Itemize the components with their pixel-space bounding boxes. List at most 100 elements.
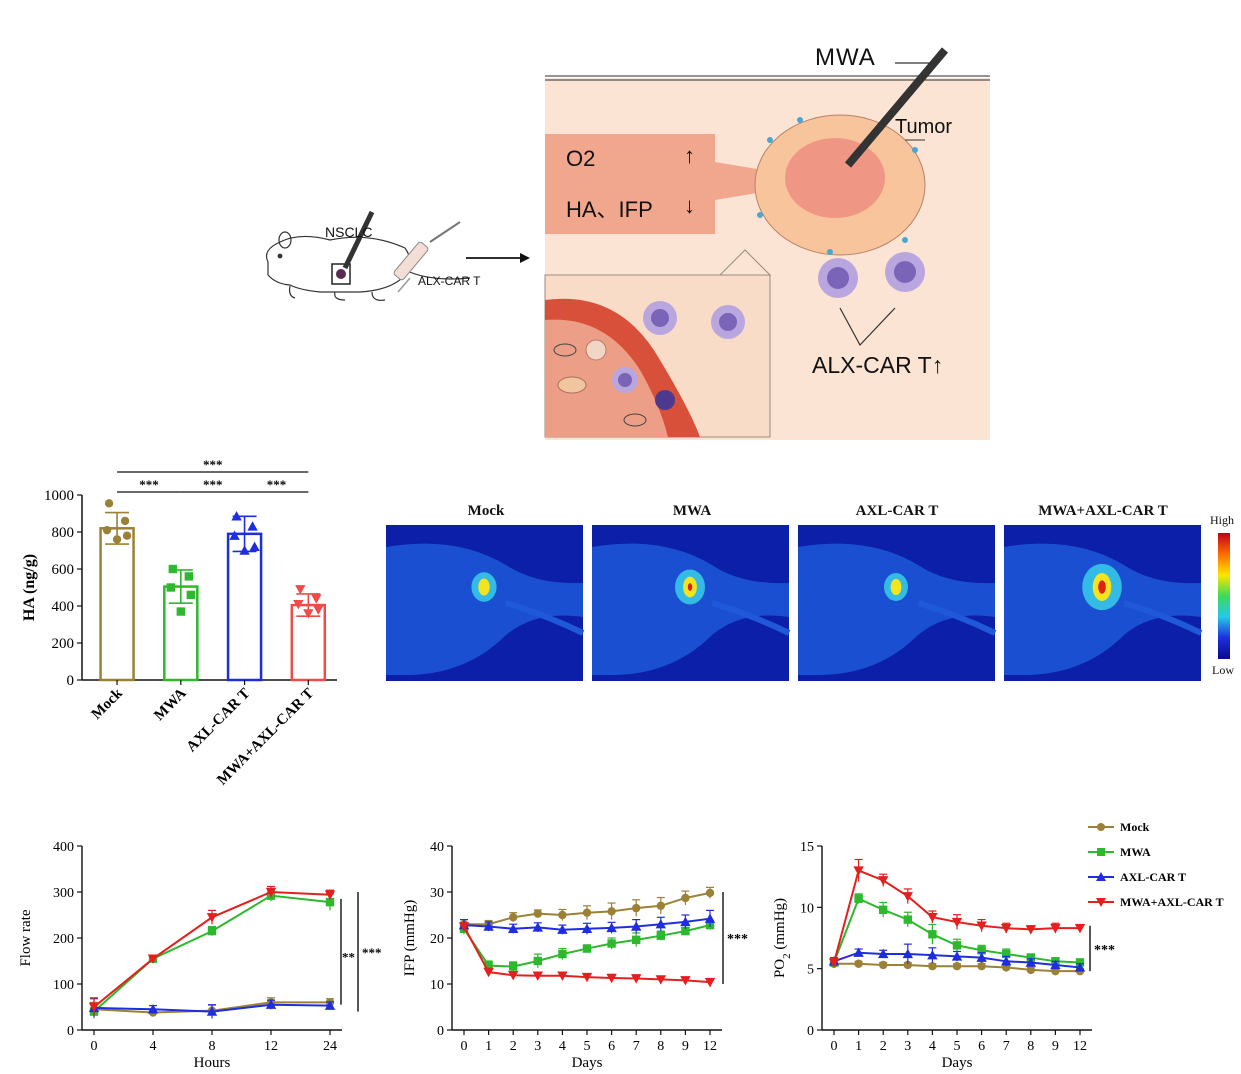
series-mwa-axl-car-t (88, 885, 336, 1017)
tumor-signal-mid (890, 578, 902, 596)
mouse-body-signal (386, 543, 583, 675)
data-point (704, 977, 716, 988)
data-point (508, 923, 519, 933)
x-tick-label: 6 (608, 1039, 615, 1054)
bar (226, 532, 263, 682)
data-point (483, 921, 494, 931)
series-axl-car-t (88, 998, 336, 1019)
data-point (112, 535, 122, 544)
x-tick-label: 8 (1027, 1039, 1034, 1054)
data-point (606, 973, 617, 984)
x-tick-label: 6 (978, 1039, 985, 1054)
data-point (828, 958, 840, 968)
legend-marker (1096, 872, 1106, 881)
data-point (976, 921, 987, 931)
data-point (265, 999, 277, 1009)
data-point (88, 1002, 100, 1013)
data-point (303, 609, 314, 619)
data-point (206, 913, 218, 923)
x-tick-label: 0 (91, 1039, 98, 1054)
data-point (879, 960, 888, 970)
tumor-signal-hot (687, 583, 693, 591)
data-point (656, 931, 665, 940)
heatmap-panel (592, 525, 791, 681)
y-tick-label: 15 (800, 840, 814, 855)
legend-label: AXL-CAR T (1120, 870, 1186, 884)
data-point (879, 905, 888, 914)
tumor-dot (336, 269, 346, 279)
data-point (582, 944, 592, 953)
heatmap-panel (798, 525, 997, 681)
data-point (186, 590, 196, 600)
significance-label: *** (727, 932, 748, 947)
x-tick-label: 12 (264, 1039, 278, 1054)
data-point (704, 913, 716, 923)
x-tick-label: 4 (150, 1039, 157, 1054)
series-line (93, 890, 331, 1008)
legend-marker (1096, 898, 1106, 907)
schematic-illustration (265, 47, 990, 440)
y-axis-label-sub: 2 (781, 953, 793, 959)
y-tick-label: 200 (52, 636, 75, 652)
legend-marker (1097, 848, 1105, 856)
legend-label: MWA (1120, 845, 1151, 859)
x-tick-label: 3 (904, 1039, 911, 1054)
data-point (977, 946, 986, 955)
data-point (484, 961, 493, 970)
data-point (557, 924, 568, 934)
data-point (581, 972, 593, 983)
heatmap-title-combo: MWA+AXL-CAR T (1038, 503, 1168, 519)
y-tick-label: 400 (52, 599, 75, 615)
data-point (631, 921, 642, 931)
data-point (206, 1006, 218, 1016)
x-tick-label: 7 (1003, 1039, 1010, 1054)
data-point (902, 948, 913, 959)
data-point (681, 893, 690, 903)
data-point (324, 890, 336, 900)
data-point (1074, 923, 1086, 934)
y-axis-label-main: PO (772, 959, 788, 978)
y-axis-label-main: IFP (mmHg) (402, 900, 418, 977)
significance-label: *** (203, 477, 223, 492)
series-mwa-axl-car-t (828, 858, 1086, 968)
x-tick-label: Mock (89, 685, 127, 723)
data-point (558, 949, 567, 959)
significance-label: *** (267, 477, 287, 492)
y-axis-label-main: Flow rate (18, 909, 34, 966)
y-tick-label: 0 (67, 673, 75, 689)
data-point (952, 941, 962, 950)
x-tick-label: 8 (657, 1039, 664, 1054)
data-point (1025, 957, 1036, 967)
data-point (927, 912, 938, 923)
y-tick-label: 20 (430, 932, 444, 947)
x-tick-label: 24 (323, 1039, 337, 1054)
data-point (247, 521, 258, 531)
data-point (631, 974, 642, 984)
y-tick-label: 5 (807, 963, 814, 978)
o2-label: O2 (566, 146, 596, 171)
data-point (122, 531, 132, 540)
x-tick-label: 5 (584, 1039, 591, 1054)
probe-needle-small (342, 210, 375, 270)
data-point (976, 952, 987, 962)
data-point (928, 962, 937, 971)
x-tick-label: 4 (559, 1039, 566, 1054)
data-point (1050, 959, 1061, 970)
data-point (607, 907, 616, 916)
car-t-cells (818, 252, 925, 347)
data-point (483, 967, 494, 978)
data-point (656, 901, 665, 910)
data-point (313, 605, 324, 615)
y-tick-label: 0 (67, 1024, 74, 1039)
x-tick-label: 1 (855, 1039, 862, 1054)
data-point (607, 939, 616, 948)
series-mwa (89, 889, 335, 1019)
x-tick-label: AXL-CAR T (184, 686, 254, 756)
data-point (324, 1000, 336, 1010)
x-tick-label: 0 (831, 1039, 838, 1054)
series-axl-car-t (828, 943, 1086, 972)
x-tick-label: MWA (151, 685, 190, 724)
heatmap-title-mock: Mock (467, 503, 505, 519)
